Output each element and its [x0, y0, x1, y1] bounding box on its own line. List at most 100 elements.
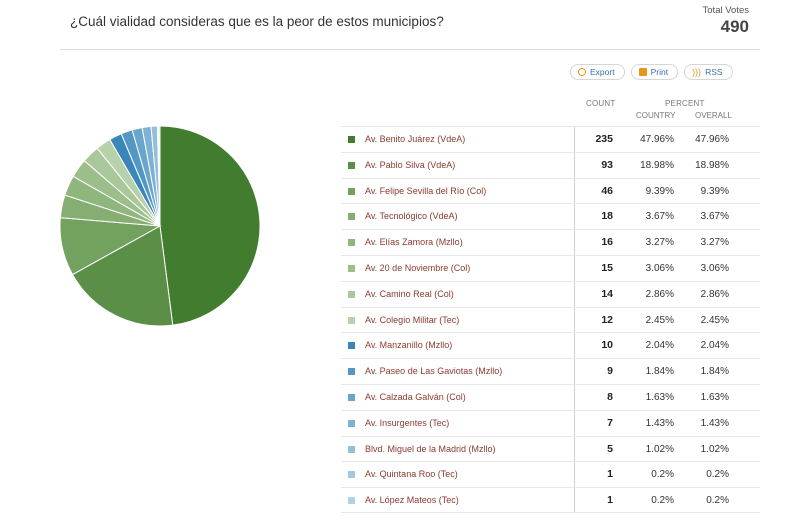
option-label: Av. Insurgentes (Tec) — [365, 417, 450, 428]
column-divider — [574, 462, 575, 488]
legend-swatch — [348, 187, 355, 195]
result-row: Av. 20 de Noviembre (Col) 15 3.06% 3.06% — [341, 254, 760, 281]
vote-count: 10 — [601, 339, 613, 352]
country-percent: 1.43% — [645, 417, 674, 429]
column-divider — [574, 333, 575, 359]
header-divider — [60, 49, 760, 50]
vote-count: 46 — [601, 184, 613, 197]
export-button[interactable]: Export — [570, 64, 625, 80]
country-percent: 0.2% — [651, 469, 674, 481]
rss-button[interactable]: ))) RSS — [684, 64, 733, 80]
result-row: Av. Felipe Sevilla del Río (Col) 46 9.39% 9… — [341, 177, 760, 204]
result-row: Av. Quintana Roo (Tec) 1 0.2% 0.2% — [341, 461, 760, 488]
option-label: Av. Elías Zamora (Mzllo) — [365, 237, 463, 248]
vote-count: 93 — [601, 158, 613, 171]
action-bar: Export Print ))) RSS — [570, 64, 733, 80]
result-row: Av. Tecnológico (VdeA) 18 3.67% 3.67% — [341, 203, 760, 230]
option-label: Av. Colegio Militar (Tec) — [365, 314, 460, 325]
country-percent: 3.67% — [645, 211, 674, 223]
legend-swatch — [348, 239, 355, 247]
option-label: Av. López Mateos (Tec) — [365, 495, 459, 506]
option-label: Av. Pablo Silva (VdeA) — [365, 159, 456, 170]
pie-slice — [71, 225, 174, 327]
column-divider — [574, 255, 575, 281]
option-label: Av. Calzada Galván (Col) — [365, 391, 466, 402]
option-label: Av. Camino Real (Col) — [365, 288, 454, 299]
column-divider — [574, 307, 575, 333]
result-row: Av. Manzanillo (Mzllo) 10 2.04% 2.04% — [341, 332, 760, 359]
vote-count: 18 — [601, 210, 613, 223]
column-divider — [574, 204, 575, 230]
option-label: Av. Paseo de Las Gaviotas (Mzllo) — [365, 366, 503, 377]
overall-percent: 47.96% — [695, 134, 729, 145]
poll-question: ¿Cuál vialidad consideras que es la peor… — [70, 14, 444, 29]
pie-chart — [59, 125, 261, 327]
legend-swatch — [348, 445, 355, 453]
legend-swatch — [348, 471, 355, 479]
legend-swatch — [348, 393, 355, 401]
rss-label: RSS — [705, 67, 723, 77]
legend-swatch — [348, 290, 355, 298]
country-percent: 2.45% — [645, 314, 674, 326]
overall-percent: 3.27% — [700, 237, 729, 249]
results-table: Av. Benito Juárez (VdeA) 235 47.96% 47.96% A… — [341, 126, 760, 513]
print-label: Print — [650, 67, 669, 77]
column-header-overall: OVERALL — [695, 111, 732, 120]
overall-percent: 1.02% — [700, 443, 729, 455]
vote-count: 235 — [595, 133, 613, 145]
option-label: Av. 20 de Noviembre (Col) — [365, 262, 471, 273]
country-percent: 1.63% — [645, 391, 674, 403]
print-icon — [638, 68, 647, 76]
column-divider — [574, 410, 575, 436]
vote-count: 12 — [601, 313, 613, 326]
overall-percent: 2.45% — [700, 314, 729, 326]
result-row: Av. Insurgentes (Tec) 7 1.43% 1.43% — [341, 409, 760, 436]
country-percent: 2.86% — [645, 288, 674, 300]
legend-swatch — [348, 497, 355, 505]
overall-percent: 1.43% — [700, 417, 729, 429]
country-percent: 1.84% — [645, 366, 674, 378]
overall-percent: 1.84% — [700, 366, 729, 378]
export-label: Export — [590, 67, 615, 77]
column-divider — [574, 127, 575, 152]
export-icon — [578, 68, 586, 76]
legend-swatch — [348, 368, 355, 376]
column-header-count: COUNT — [586, 99, 616, 108]
column-divider — [574, 384, 575, 410]
overall-percent: 0.2% — [706, 469, 729, 481]
result-row: Av. López Mateos (Tec) 1 0.2% 0.2% — [341, 487, 760, 513]
vote-count: 14 — [601, 287, 613, 300]
country-percent: 18.98% — [640, 159, 674, 171]
column-divider — [574, 178, 575, 204]
legend-swatch — [348, 316, 355, 324]
vote-count: 9 — [607, 365, 613, 378]
legend-swatch — [348, 419, 355, 427]
column-header-percent: PERCENT — [665, 99, 705, 108]
column-divider — [574, 281, 575, 307]
result-row: Av. Colegio Militar (Tec) 12 2.45% 2.45% — [341, 306, 760, 333]
total-votes-value: 490 — [720, 17, 749, 36]
option-label: Av. Manzanillo (Mzllo) — [365, 340, 453, 351]
option-label: Blvd. Miguel de la Madrid (Mzllo) — [365, 443, 496, 454]
country-percent: 0.2% — [651, 495, 674, 507]
pie-slice — [159, 125, 261, 326]
vote-count: 16 — [601, 236, 613, 249]
option-label: Av. Tecnológico (VdeA) — [365, 211, 458, 222]
result-row: Av. Paseo de Las Gaviotas (Mzllo) 9 1.84% 1… — [341, 358, 760, 384]
print-button[interactable]: Print — [630, 64, 679, 80]
column-divider — [574, 152, 575, 178]
vote-count: 8 — [607, 390, 613, 403]
vote-count: 15 — [601, 261, 613, 274]
overall-percent: 2.04% — [700, 340, 729, 352]
overall-percent: 9.39% — [700, 185, 729, 197]
vote-count: 1 — [607, 494, 613, 507]
option-label: Av. Benito Juárez (VdeA) — [365, 134, 466, 144]
column-divider — [574, 488, 575, 512]
country-percent: 9.39% — [645, 185, 674, 197]
overall-percent: 3.06% — [700, 262, 729, 274]
country-percent: 2.04% — [645, 340, 674, 352]
vote-count: 7 — [607, 416, 613, 429]
column-header-country: COUNTRY — [636, 111, 676, 120]
result-row: Av. Pablo Silva (VdeA) 93 18.98% 18.98% — [341, 151, 760, 178]
overall-percent: 1.63% — [700, 391, 729, 403]
